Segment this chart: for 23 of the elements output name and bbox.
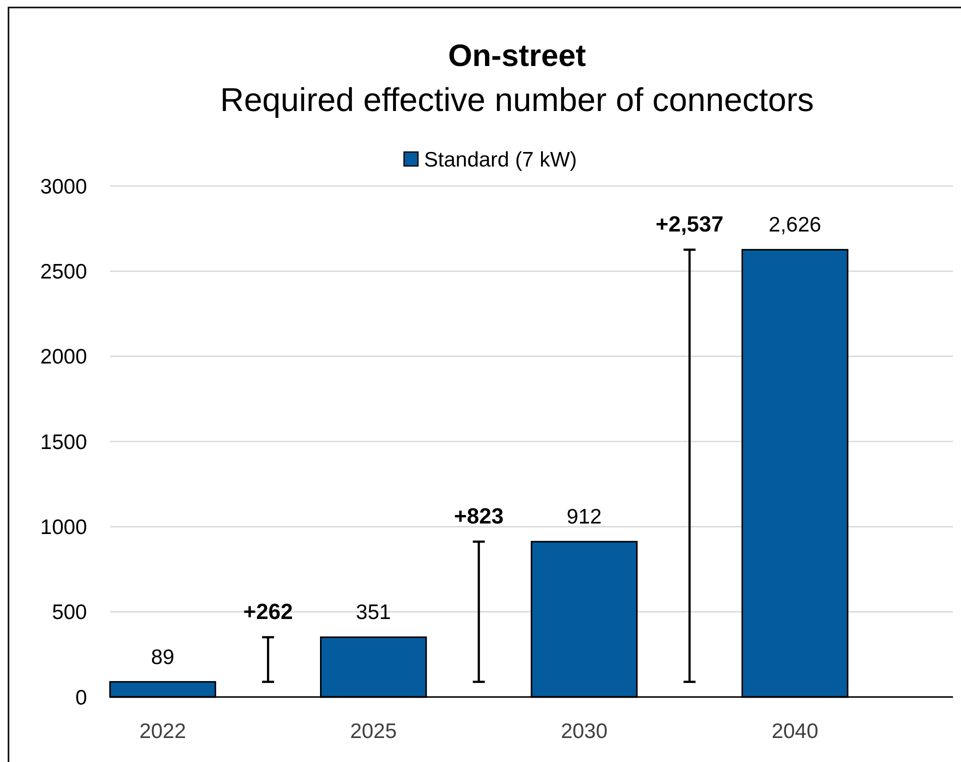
- data-label: +823: [454, 504, 504, 529]
- legend-label: Standard (7 kW): [424, 148, 577, 172]
- data-label: +262: [243, 599, 293, 624]
- bar: [688, 250, 691, 682]
- y-tick-label: 2500: [40, 260, 87, 284]
- y-tick-label: 1000: [40, 516, 87, 540]
- data-label: 912: [566, 506, 602, 529]
- bar: [478, 542, 480, 682]
- y-tick-label: 2000: [40, 346, 87, 369]
- data-label: 89: [151, 646, 174, 669]
- x-tick-label: 2030: [560, 720, 608, 743]
- y-tick-label: 1500: [40, 430, 87, 454]
- data-label: +2,537: [656, 212, 724, 237]
- chart-subtitle: Required effective number of connectors: [220, 81, 814, 118]
- chart-title: On-street: [448, 38, 586, 73]
- x-tick-label: 2022: [139, 720, 186, 743]
- data-label: 351: [356, 601, 391, 624]
- y-tick-label: 0: [75, 686, 87, 710]
- data-label: 2,626: [768, 214, 822, 237]
- x-tick-label: 2040: [772, 720, 818, 743]
- x-tick-label: 2025: [350, 720, 397, 743]
- y-tick-label: 500: [52, 601, 87, 624]
- y-tick-label: 3000: [40, 175, 87, 198]
